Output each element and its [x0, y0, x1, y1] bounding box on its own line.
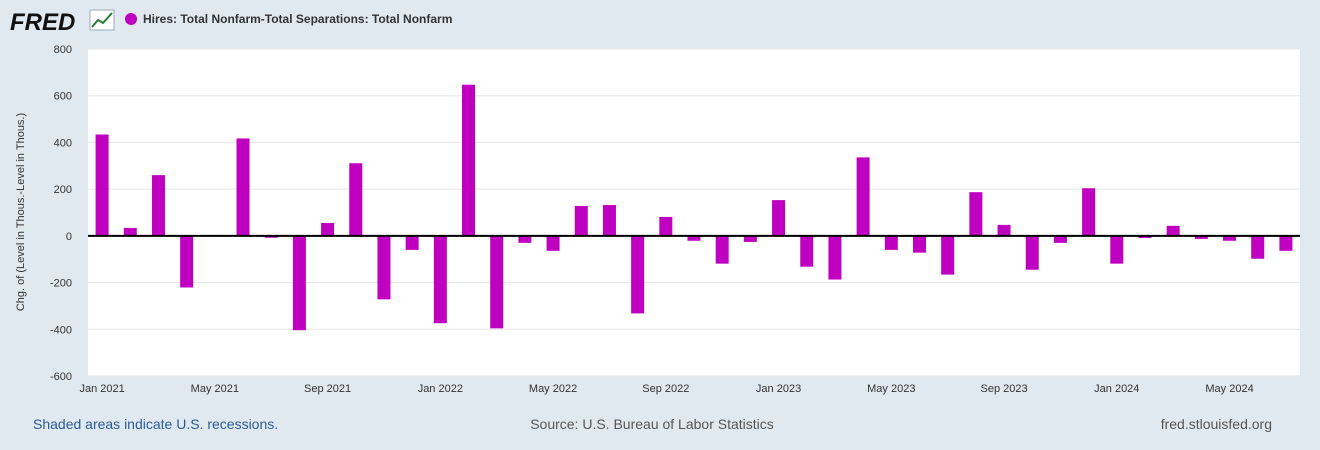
bar: [151, 175, 165, 236]
y-tick-label: 800: [54, 44, 72, 56]
plot-area: [88, 49, 1300, 376]
x-tick-label: Sep 2023: [980, 383, 1027, 395]
bar: [1223, 235, 1237, 241]
y-tick-label: 400: [54, 137, 72, 149]
bar: [884, 235, 898, 250]
bar: [574, 205, 588, 236]
x-tick-label: May 2021: [191, 383, 239, 395]
bar: [1251, 235, 1265, 259]
y-tick-label: 200: [54, 184, 72, 196]
logo[interactable]: FRED: [10, 9, 75, 36]
y-tick-label: 600: [54, 91, 72, 103]
bar: [292, 235, 306, 331]
bar: [1166, 225, 1180, 236]
bar: [321, 223, 335, 236]
y-tick-label: -200: [50, 278, 72, 290]
x-tick-label: May 2024: [1205, 383, 1253, 395]
bar: [462, 84, 476, 236]
bar: [941, 235, 955, 275]
bar: [349, 163, 363, 236]
bar: [602, 205, 616, 236]
bar: [969, 192, 983, 236]
bar: [180, 235, 194, 288]
bar: [659, 216, 673, 236]
x-tick-label: May 2022: [529, 383, 577, 395]
bar: [405, 235, 419, 250]
bar: [1138, 235, 1152, 238]
y-tick-label: -400: [50, 324, 72, 336]
bar: [1110, 235, 1124, 264]
source: Source: U.S. Bureau of Labor Statistics: [530, 416, 774, 432]
bar: [95, 134, 109, 236]
x-tick-label: Jan 2021: [79, 383, 124, 395]
bar: [236, 138, 250, 236]
bar: [1279, 235, 1293, 251]
y-axis-label: Chg. of (Level in Thous.-Level in Thous.…: [15, 113, 27, 311]
site-link[interactable]: fred.stlouisfed.org: [1161, 416, 1272, 432]
x-tick-label: Jan 2023: [756, 383, 801, 395]
bar: [123, 227, 137, 236]
logo-icon: [89, 9, 115, 31]
x-tick-label: Sep 2021: [304, 383, 351, 395]
bar: [1082, 188, 1096, 236]
bar: [828, 235, 842, 280]
bar: [433, 235, 447, 324]
bar: [715, 235, 729, 264]
bar: [997, 224, 1011, 236]
bar: [546, 235, 560, 251]
recession-note[interactable]: Shaded areas indicate U.S. recessions.: [33, 416, 278, 432]
legend-label[interactable]: Hires: Total Nonfarm-Total Separations: …: [143, 12, 452, 26]
bar: [377, 235, 391, 300]
bar: [518, 235, 532, 243]
bar: [687, 235, 701, 241]
bar: [772, 200, 786, 236]
bar: [1194, 235, 1208, 239]
y-tick-label: -600: [50, 371, 72, 383]
bar: [490, 235, 504, 329]
bar: [800, 235, 814, 267]
bar: [856, 157, 870, 236]
legend-swatch: [125, 13, 137, 25]
x-tick-label: Jan 2024: [1094, 383, 1139, 395]
x-tick-label: May 2023: [867, 383, 915, 395]
bar: [912, 235, 926, 253]
bar: [631, 235, 645, 314]
bar: [743, 235, 757, 242]
y-tick-label: 0: [66, 231, 72, 243]
bar: [1053, 235, 1067, 243]
bar: [1025, 235, 1039, 270]
x-tick-label: Jan 2022: [418, 383, 463, 395]
x-tick-label: Sep 2022: [642, 383, 689, 395]
